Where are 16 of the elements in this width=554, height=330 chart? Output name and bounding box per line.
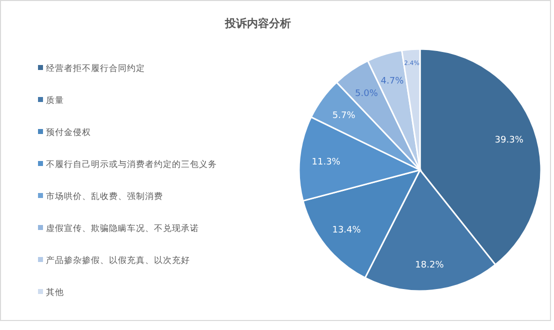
data-label: 5.0% bbox=[355, 88, 378, 99]
legend-label: 虚假宣传、欺骗隐瞒车况、不兑现承诺 bbox=[46, 223, 199, 234]
legend-label: 不履行自己明示或与消费者约定的三包义务 bbox=[46, 159, 217, 170]
data-label: 4.7% bbox=[380, 76, 404, 86]
data-label: 11.3% bbox=[312, 157, 341, 168]
legend-label: 质量 bbox=[46, 95, 64, 106]
legend-label: 经营者拒不履行合同约定 bbox=[46, 63, 145, 74]
data-label: 13.4% bbox=[332, 226, 362, 236]
chart-title: 投诉内容分析 bbox=[224, 17, 291, 30]
legend-label: 市场哄价、乱收费、强制消费 bbox=[46, 191, 163, 202]
legend-label: 其他 bbox=[46, 287, 64, 298]
legend-label: 产品掺杂掺假、以假充真、以次充好 bbox=[46, 255, 190, 266]
data-label: 5.7% bbox=[332, 110, 356, 121]
data-label: 18.2% bbox=[415, 260, 444, 270]
legend-label: 预付金侵权 bbox=[46, 127, 91, 138]
data-label: 39.3% bbox=[494, 135, 524, 146]
